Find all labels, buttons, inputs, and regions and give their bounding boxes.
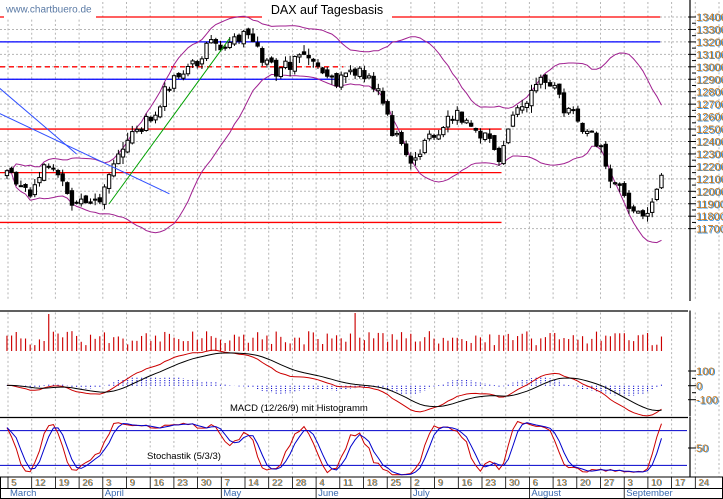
svg-text:30: 30 [201,478,212,489]
svg-text:13400: 13400 [696,12,723,24]
svg-text:March: March [10,488,36,499]
svg-text:12300: 12300 [696,149,723,161]
svg-text:30: 30 [509,478,520,489]
svg-text:13000: 13000 [696,62,723,74]
svg-text:100: 100 [696,366,714,378]
svg-text:25: 25 [390,478,401,489]
svg-text:www.chartbuero.de: www.chartbuero.de [5,5,92,16]
svg-text:50: 50 [696,443,708,455]
svg-text:12700: 12700 [696,99,723,111]
svg-text:16: 16 [153,478,164,489]
svg-text:12800: 12800 [696,87,723,99]
svg-text:18: 18 [367,478,378,489]
svg-text:12100: 12100 [696,174,723,186]
svg-text:11800: 11800 [696,211,723,223]
svg-text:12200: 12200 [696,161,723,173]
svg-text:20: 20 [580,478,591,489]
svg-text:9: 9 [438,478,443,489]
svg-text:11: 11 [343,478,353,489]
svg-text:April: April [105,488,124,499]
svg-text:14: 14 [248,478,259,489]
svg-text:27: 27 [604,478,615,489]
svg-text:16: 16 [461,478,472,489]
svg-text:22: 22 [272,478,283,489]
svg-text:MACD (12/26/9) mit Histogramm: MACD (12/26/9) mit Histogramm [230,403,368,414]
svg-text:17: 17 [675,478,686,489]
svg-text:Stochastik (5/3/3): Stochastik (5/3/3) [147,451,221,462]
svg-text:12600: 12600 [696,112,723,124]
svg-text:19: 19 [58,478,69,489]
svg-text:26: 26 [82,478,93,489]
svg-text:June: June [318,488,339,499]
svg-text:24: 24 [698,478,709,489]
svg-text:12500: 12500 [696,124,723,136]
svg-text:DAX auf Tagesbasis: DAX auf Tagesbasis [271,3,383,17]
svg-text:13200: 13200 [696,37,723,49]
svg-text:-100: -100 [696,395,718,407]
svg-text:12900: 12900 [696,74,723,86]
svg-text:23: 23 [177,478,188,489]
svg-text:11900: 11900 [696,199,723,211]
svg-text:12400: 12400 [696,137,723,149]
svg-text:12000: 12000 [696,186,723,198]
svg-text:28: 28 [295,478,306,489]
svg-text:September: September [626,488,672,499]
svg-text:May: May [223,488,241,499]
svg-text:August: August [531,488,561,499]
svg-text:9: 9 [130,478,135,489]
svg-text:23: 23 [485,478,496,489]
svg-text:July: July [413,488,430,499]
svg-text:13300: 13300 [696,24,723,36]
svg-text:11700: 11700 [696,224,723,236]
svg-text:13100: 13100 [696,49,723,61]
svg-text:0: 0 [696,381,702,393]
